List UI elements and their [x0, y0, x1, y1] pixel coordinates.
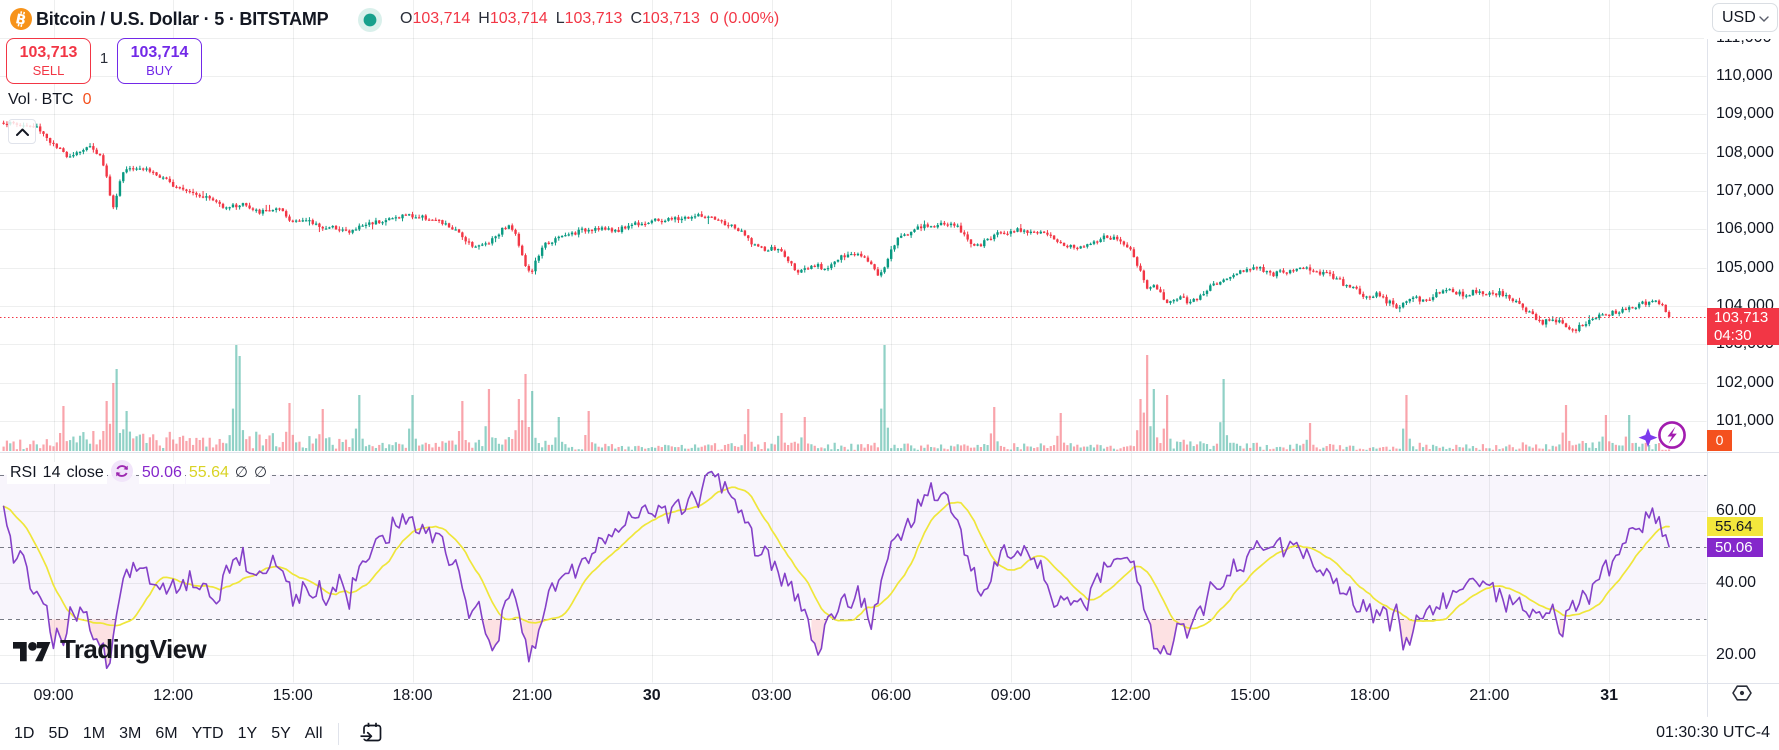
- time-axis-label: 18:00: [1349, 687, 1390, 704]
- settings-gear-icon[interactable]: [1731, 684, 1753, 702]
- bottom-toolbar: 1D 5D 1M 3M 6M YTD 1Y 5Y All 01:30:30 UTC-4: [0, 717, 1779, 750]
- bitcoin-icon: B: [10, 8, 32, 35]
- collapse-panel-button[interactable]: [8, 119, 36, 144]
- chevron-down-icon: [1759, 16, 1769, 22]
- volume-label: Vol: [8, 91, 31, 108]
- price-axis-label: 101,000: [1716, 412, 1774, 429]
- currency-dropdown[interactable]: USD: [1712, 3, 1778, 32]
- close-value: 103,713: [642, 10, 700, 27]
- market-open-dot-icon: [358, 8, 382, 32]
- ohlc-values: O103,714 H103,714 L103,713 C103,713 0 (0.00%…: [400, 6, 779, 32]
- rsi-param-length: 14: [39, 462, 64, 484]
- change-value: 0 (0.00%): [709, 10, 780, 27]
- high-label: H: [478, 10, 490, 27]
- sell-label: SELL: [32, 63, 65, 78]
- price-axis-label: 106,000: [1716, 220, 1774, 238]
- time-axis-label: 15:00: [272, 687, 313, 704]
- range-button-1d[interactable]: 1D: [14, 724, 35, 742]
- rsi-param-source: close: [63, 462, 107, 484]
- time-axis-label: 06:00: [871, 687, 912, 704]
- buy-button[interactable]: 103,714 BUY: [117, 38, 202, 84]
- spread-value: 1: [99, 50, 109, 67]
- price-axis-label: 107,000: [1716, 182, 1774, 199]
- lightning-bolt-icon: [1638, 421, 1686, 449]
- time-axis-label: 12:00: [1110, 687, 1151, 704]
- rsi-axis-label: 20.00: [1716, 646, 1757, 664]
- svg-text:B: B: [14, 11, 27, 29]
- time-axis-label: 12:00: [153, 687, 194, 704]
- price-axis-label: 102,000: [1716, 373, 1774, 391]
- tradingview-logo-text: TradingView: [60, 634, 207, 664]
- range-button-all[interactable]: All: [304, 724, 323, 742]
- range-button-ytd[interactable]: YTD: [191, 724, 224, 742]
- rsi-value-badge: 50.06: [1707, 537, 1763, 557]
- range-button-1y[interactable]: 1Y: [237, 724, 258, 742]
- time-axis-label: 21:00: [512, 687, 553, 704]
- high-value: 103,714: [489, 10, 548, 27]
- time-axis-label: 03:00: [751, 687, 792, 704]
- range-button-5d[interactable]: 5D: [48, 724, 69, 742]
- range-button-3m[interactable]: 3M: [119, 724, 142, 742]
- rsi-axis-label: 60.00: [1716, 501, 1757, 519]
- volume-unit: BTC: [41, 91, 74, 108]
- bar-countdown: 04:30: [1714, 327, 1752, 344]
- rsi-title[interactable]: RSI: [7, 462, 40, 484]
- market-status-icon: [358, 8, 382, 37]
- currency-label: USD: [1722, 9, 1756, 26]
- rsi-legend: RSI 14 close 50.06 55.64 ∅ ∅: [7, 459, 271, 487]
- open-label: O: [400, 10, 413, 27]
- price-axis-label: 108,000: [1716, 143, 1774, 161]
- range-button-1m[interactable]: 1M: [82, 724, 106, 742]
- lightning-icon[interactable]: [1637, 417, 1689, 457]
- last-price-badge: 103,713 04:30: [1707, 308, 1779, 345]
- time-axis-label: 21:00: [1469, 687, 1510, 704]
- low-label: L: [555, 10, 565, 27]
- bitcoin-logo-icon: B: [10, 8, 32, 30]
- refresh-icon[interactable]: [110, 459, 133, 487]
- calendar-icon: [360, 722, 381, 741]
- volume-value: 0: [82, 91, 92, 108]
- rsi-ma-value: 55.64: [185, 462, 232, 484]
- price-axis-label: 110,000: [1716, 67, 1773, 84]
- volume-separator: ·: [33, 91, 39, 108]
- go-to-date-button[interactable]: [359, 720, 384, 750]
- rsi-value: 50.06: [138, 462, 185, 484]
- open-value: 103,714: [412, 10, 471, 27]
- gear-hexagon-icon: [1732, 685, 1752, 701]
- toolbar-divider: [337, 722, 339, 745]
- price-axis-label: 105,000: [1716, 258, 1774, 276]
- rsi-axis-label: 40.00: [1716, 574, 1757, 592]
- time-axis-label: 09:00: [990, 687, 1031, 704]
- symbol-title[interactable]: Bitcoin / U.S. Dollar · 5 · BITSTAMP: [36, 9, 329, 29]
- range-button-6m[interactable]: 6M: [155, 724, 178, 742]
- rsi-band-value-1: ∅: [231, 462, 251, 484]
- volume-axis-badge: 0: [1707, 430, 1732, 451]
- range-button-5y[interactable]: 5Y: [271, 724, 291, 742]
- price-axis-label: 109,000: [1716, 105, 1774, 123]
- rsi-band-value-2: ∅: [251, 462, 271, 484]
- last-price-value: 103,713: [1714, 309, 1769, 326]
- tradingview-logo-icon: [13, 642, 51, 662]
- time-axis-label: 18:00: [392, 687, 433, 704]
- time-axis-label: 30: [642, 687, 661, 704]
- close-label: C: [630, 10, 643, 27]
- sell-price: 103,713: [19, 44, 78, 61]
- rsi-ma-badge: 55.64: [1707, 517, 1763, 536]
- date-range-row: 1D 5D 1M 3M 6M YTD 1Y 5Y All: [7, 717, 384, 750]
- volume-legend: Vol · BTC 0: [8, 91, 91, 109]
- chevron-up-icon: [15, 128, 29, 136]
- low-value: 103,713: [564, 10, 623, 27]
- clock[interactable]: 01:30:30 UTC-4: [1656, 724, 1770, 741]
- time-axis-label: 31: [1600, 687, 1618, 704]
- refresh-arrows-icon: [110, 459, 133, 482]
- time-axis-label: 09:00: [33, 687, 74, 704]
- buy-price: 103,714: [130, 44, 189, 61]
- tradingview-logo[interactable]: TradingView: [13, 634, 207, 664]
- time-axis-label: 15:00: [1230, 687, 1271, 704]
- sell-button[interactable]: 103,713 SELL: [6, 38, 91, 84]
- buy-label: BUY: [146, 63, 173, 78]
